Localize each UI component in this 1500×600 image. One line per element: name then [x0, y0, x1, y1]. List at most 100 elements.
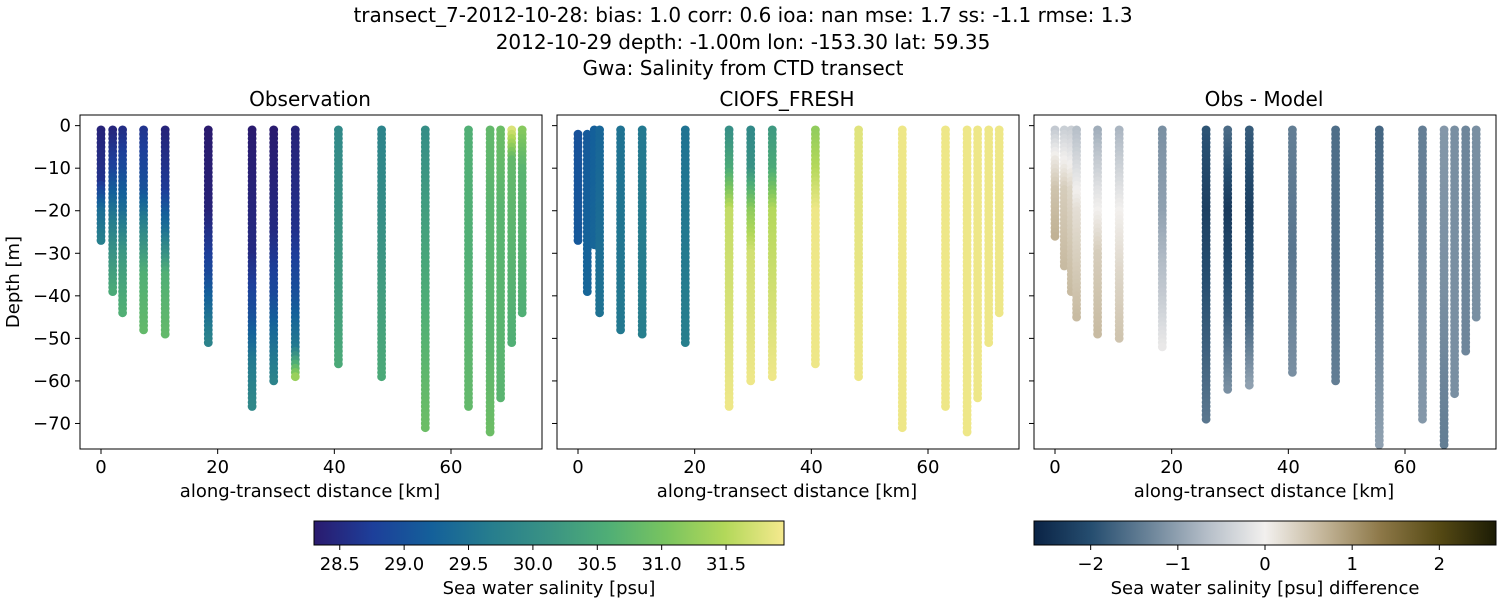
profile-km-11 — [160, 125, 170, 339]
data-point — [496, 393, 505, 403]
profile-km-7.3 — [616, 125, 625, 335]
data-point — [973, 393, 982, 403]
profile-km-70.4 — [984, 125, 994, 347]
data-point — [1072, 312, 1081, 322]
y-tick-label: −70 — [33, 413, 71, 434]
data-point — [1059, 261, 1069, 271]
x-tick-label: 40 — [1277, 457, 1300, 478]
profile-km-18.4 — [1157, 125, 1167, 352]
panel-title: CIOFS_FRESH — [719, 87, 854, 111]
colorbar-salinity: Sea water salinity [psu] 28.5 29.0 29.5 30.… — [313, 520, 785, 599]
profile-km-72.2 — [517, 125, 527, 318]
profile-km-11 — [1114, 125, 1124, 343]
colorbar-tick-label: 30.5 — [577, 554, 617, 575]
data-point — [1114, 334, 1124, 343]
data-point — [1439, 440, 1449, 449]
profile-km-3.7 — [1072, 125, 1081, 322]
axes-frame — [1033, 114, 1497, 450]
profile-km-68.5 — [496, 125, 505, 403]
figure-title-line3: Gwa: Salinity from CTD transect — [583, 56, 904, 80]
data-point — [746, 376, 756, 386]
panel-observation: Observation along-transect distance [km]… — [3, 87, 543, 502]
data-point — [290, 372, 300, 382]
x-tick-label: 40 — [800, 457, 823, 478]
profile-km-33.3 — [290, 125, 300, 382]
data-points — [573, 125, 1004, 437]
data-point — [1374, 440, 1384, 449]
y-tick-label: −20 — [33, 201, 71, 222]
profile-km-18.4 — [680, 125, 690, 347]
data-point — [334, 359, 343, 369]
colorbar-label: Sea water salinity [psu] difference — [1111, 578, 1420, 599]
x-tick-label: 60 — [1394, 457, 1417, 478]
data-point — [897, 423, 907, 433]
colorbar-tick-label: 31.5 — [706, 554, 746, 575]
panel-obs-minus-model: Obs - Model along-transect distance [km]… — [1029, 87, 1497, 502]
panel-ciofs-fresh: CIOFS_FRESH along-transect distance [km]… — [552, 87, 1020, 502]
data-point — [941, 402, 950, 411]
data-point — [96, 236, 106, 245]
data-point — [1288, 368, 1297, 377]
y-tick-label: −10 — [33, 158, 71, 179]
data-point — [595, 308, 604, 318]
data-point — [160, 329, 170, 339]
profile-km-63 — [1418, 125, 1427, 424]
colorbar-tick-label: 31.0 — [642, 554, 682, 575]
data-points — [1050, 125, 1481, 449]
profile-km-0 — [573, 129, 583, 245]
profile-km-29.6 — [269, 125, 279, 386]
profile-km-40.7 — [1288, 125, 1297, 377]
x-tick-label: 60 — [440, 457, 463, 478]
profile-km-25.9 — [1201, 125, 1211, 424]
profile-km-55.6 — [1374, 125, 1384, 449]
data-point — [1223, 385, 1233, 394]
profile-km-70.4 — [1461, 125, 1471, 356]
profile-km-7.3 — [139, 125, 149, 335]
profile-km-66.7 — [485, 125, 495, 437]
profile-km-2 — [108, 125, 118, 296]
colorbar-tick-label: −1 — [1165, 554, 1192, 575]
data-point — [984, 338, 994, 347]
x-tick-label: 20 — [206, 457, 229, 478]
axes-frame — [556, 114, 1020, 450]
data-point — [616, 325, 625, 335]
profile-km-48.1 — [377, 125, 386, 382]
data-point — [247, 402, 257, 411]
x-axis-label: along-transect distance [km] — [1134, 481, 1394, 502]
profile-km-3.7 — [118, 125, 127, 318]
data-point — [1471, 312, 1481, 322]
profile-km-0 — [1050, 125, 1060, 241]
data-point — [464, 402, 473, 411]
profile-km-7.3 — [1093, 125, 1102, 339]
x-tick-label: 20 — [683, 457, 706, 478]
profile-km-25.9 — [247, 125, 257, 411]
data-point — [962, 427, 972, 437]
colorbar-tick-label: 1 — [1346, 554, 1357, 575]
y-tick-label: −60 — [33, 371, 71, 392]
profile-km-66.7 — [962, 125, 972, 437]
data-point — [1450, 389, 1459, 399]
y-tick-label: −50 — [33, 328, 71, 349]
data-point — [767, 372, 777, 382]
panel-title: Observation — [249, 87, 371, 111]
profile-km-72.2 — [994, 125, 1004, 318]
data-point — [1244, 380, 1254, 390]
data-point — [680, 338, 690, 347]
panel-title: Obs - Model — [1205, 87, 1324, 111]
axes-frame — [79, 114, 543, 450]
data-point — [420, 423, 430, 433]
colorbar-gradient — [1033, 520, 1497, 546]
profile-km-29.6 — [1223, 125, 1233, 394]
data-point — [507, 338, 517, 347]
x-tick-label: 40 — [323, 457, 346, 478]
profile-km-63 — [941, 125, 950, 411]
data-points — [96, 125, 527, 437]
data-point — [1461, 346, 1471, 356]
profile-km-0 — [96, 125, 106, 245]
figure-title-line1: transect_7-2012-10-28: bias: 1.0 corr: 0… — [353, 3, 1132, 27]
x-tick-label: 0 — [1049, 457, 1060, 478]
data-point — [118, 308, 127, 318]
x-tick-label: 20 — [1160, 457, 1183, 478]
profile-km-29.6 — [746, 125, 756, 386]
